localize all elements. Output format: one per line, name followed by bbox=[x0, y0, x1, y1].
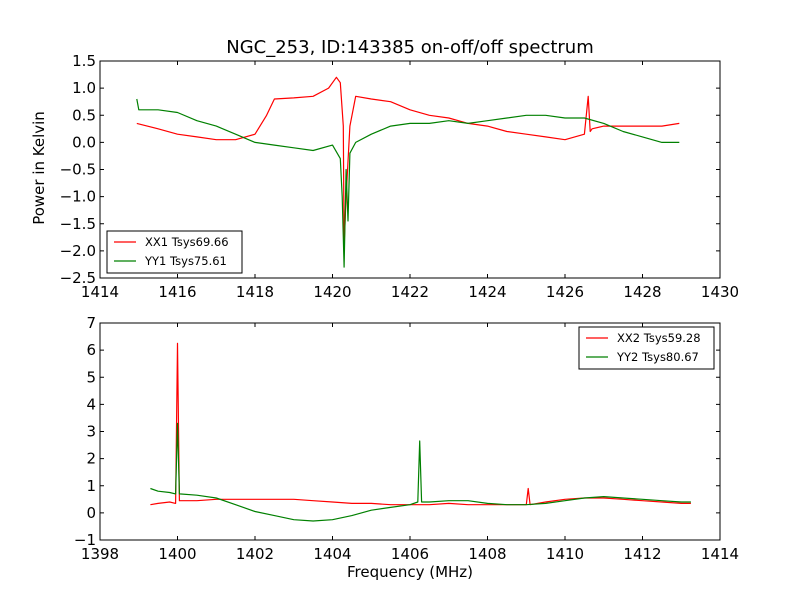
bottom-xlabel: Frequency (MHz) bbox=[347, 563, 473, 581]
bottom-xtick-label: 1408 bbox=[468, 545, 506, 563]
top-ytick-label: −2.0 bbox=[60, 242, 96, 260]
top-ytick-label: −2.5 bbox=[60, 269, 96, 287]
top-ytick-label: −0.5 bbox=[60, 161, 96, 179]
top-xtick-label: 1414 bbox=[81, 283, 119, 301]
top-xtick-label: 1422 bbox=[391, 283, 429, 301]
top-ytick-label: 1.0 bbox=[72, 79, 96, 97]
top-xtick-label: 1428 bbox=[623, 283, 661, 301]
top-ytick-label: 1.5 bbox=[72, 52, 96, 70]
top-xtick-label: 1424 bbox=[468, 283, 506, 301]
bottom-ytick-label: 4 bbox=[86, 395, 96, 413]
top-xtick-label: 1418 bbox=[236, 283, 274, 301]
bottom-ytick-label: 6 bbox=[86, 341, 96, 359]
top-legend-label: YY1 Tsys75.61 bbox=[144, 254, 227, 268]
top-legend-label: XX1 Tsys69.66 bbox=[145, 235, 229, 249]
top-ylabel: Power in Kelvin bbox=[30, 111, 48, 225]
top-ytick-label: −1.0 bbox=[60, 188, 96, 206]
bottom-ytick-label: 5 bbox=[86, 368, 96, 386]
top-legend: XX1 Tsys69.66 YY1 Tsys75.61 bbox=[106, 230, 243, 274]
bottom-xtick-label: 1412 bbox=[623, 545, 661, 563]
top-xtick-label: 1430 bbox=[701, 283, 739, 301]
bottom-xtick-label: 1400 bbox=[158, 545, 196, 563]
top-ytick-label: 0.0 bbox=[72, 133, 96, 151]
bottom-series-group bbox=[150, 342, 691, 522]
bottom-xtick-label: 1398 bbox=[81, 545, 119, 563]
bottom-xtick-label: 1414 bbox=[701, 545, 739, 563]
top-xtick-label: 1416 bbox=[158, 283, 196, 301]
bottom-xtick-label: 1406 bbox=[391, 545, 429, 563]
bottom-legend: XX2 Tsys59.28 YY2 Tsys80.67 bbox=[578, 326, 715, 370]
bottom-ytick-label: 1 bbox=[86, 477, 96, 495]
top-xtick-label: 1426 bbox=[546, 283, 584, 301]
top-series-yy-line bbox=[136, 98, 680, 268]
bottom-ytick-label: −1 bbox=[74, 531, 96, 549]
top-chart: 1414 1416 1418 1420 1422 1424 1426 1428 1430 −2.5… bbox=[60, 52, 740, 301]
figure-title: NGC_253, ID:143385 on-off/off spectrum bbox=[226, 37, 594, 58]
bottom-ytick-label: 2 bbox=[86, 450, 96, 468]
bottom-legend-label: XX2 Tsys59.28 bbox=[617, 331, 701, 345]
top-ytick-label: 0.5 bbox=[72, 106, 96, 124]
bottom-legend-box bbox=[578, 326, 715, 370]
bottom-ytick-label: 3 bbox=[86, 423, 96, 441]
bottom-xtick-label: 1402 bbox=[236, 545, 274, 563]
bottom-xtick-label: 1410 bbox=[546, 545, 584, 563]
bottom-chart: 1398 1400 1402 1404 1406 1408 1410 1412 1414 −1 0 1… bbox=[74, 314, 739, 563]
top-ytick-label: −1.5 bbox=[60, 215, 96, 233]
bottom-xtick-label: 1404 bbox=[313, 545, 351, 563]
top-xtick-label: 1420 bbox=[313, 283, 351, 301]
bottom-legend-label: YY2 Tsys80.67 bbox=[616, 350, 699, 364]
top-series-group bbox=[136, 76, 680, 268]
bottom-ytick-label: 0 bbox=[86, 504, 96, 522]
bottom-series-yy-line bbox=[150, 422, 691, 522]
top-legend-box bbox=[106, 230, 243, 274]
bottom-ytick-label: 7 bbox=[86, 314, 96, 332]
